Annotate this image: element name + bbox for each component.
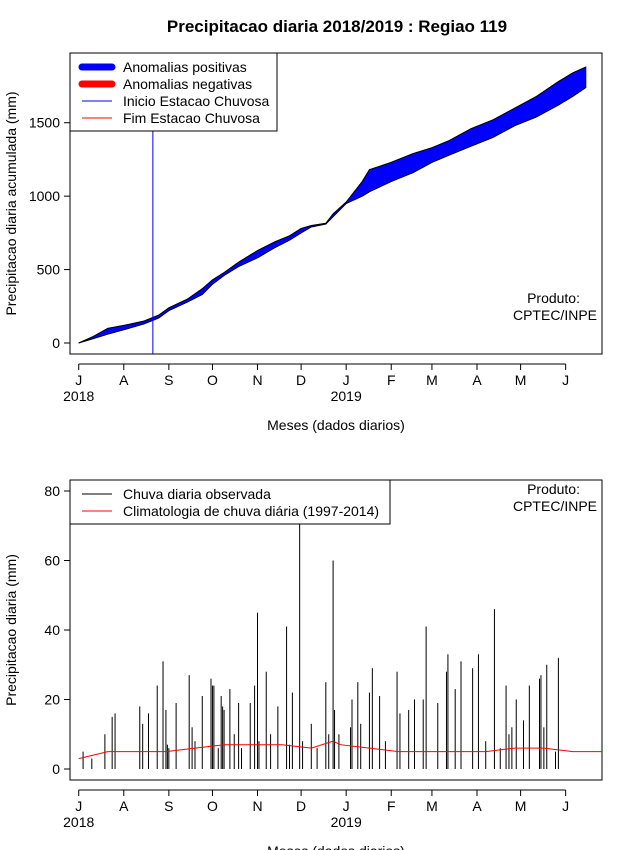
acc-x-tick-label: J xyxy=(75,372,82,388)
acc-legend-label: Fim Estacao Chuvosa xyxy=(123,110,260,126)
chart-title: Precipitacao diaria 2018/2019 : Regiao 1… xyxy=(167,17,507,36)
daily-plot-frame xyxy=(69,479,603,781)
acc-x-tick-label: J xyxy=(562,372,569,388)
daily-climatology-line xyxy=(78,740,602,760)
acc-credit-line: CPTEC/INPE xyxy=(513,307,597,323)
daily-x-tick-label: J xyxy=(75,798,82,814)
daily-y-axis-title: Precipitacao diaria (mm) xyxy=(3,554,19,706)
daily-y-tick-label: 20 xyxy=(44,692,60,708)
daily-x-tick-label: S xyxy=(164,798,173,814)
daily-x-tick-label: A xyxy=(119,798,129,814)
daily-observed-bars xyxy=(82,494,559,769)
acc-y-axis-title: Precipitacao diaria acumulada (mm) xyxy=(3,91,19,315)
acc-positive-anomaly-segment xyxy=(536,81,559,118)
daily-y-tick-label: 60 xyxy=(44,553,60,569)
daily-credit-line: Produto: xyxy=(527,481,580,497)
acc-positive-anomaly-segment xyxy=(369,161,392,193)
daily-x-tick-label: O xyxy=(207,798,218,814)
daily-year-label: 2019 xyxy=(331,814,362,830)
acc-observed-line xyxy=(78,66,587,344)
acc-x-axis-title: Meses (dados diarios) xyxy=(267,417,405,433)
daily-x-tick-label: D xyxy=(296,798,306,814)
acc-x-tick-label: O xyxy=(207,372,218,388)
acc-legend-label: Anomalias positivas xyxy=(123,59,247,75)
daily-legend-label: Chuva diaria observada xyxy=(123,486,271,502)
acc-y-tick-label: 1000 xyxy=(29,188,60,204)
acc-positive-anomaly-segment xyxy=(492,107,516,138)
acc-positive-anomaly-segment xyxy=(238,249,258,268)
daily-y-tick-label: 0 xyxy=(52,761,60,777)
acc-x-tick-label: M xyxy=(426,372,438,388)
acc-x-tick-label: D xyxy=(296,372,306,388)
daily-x-tick-label: A xyxy=(472,798,482,814)
daily-x-tick-label: M xyxy=(515,798,527,814)
daily-legend-label: Climatologia de chuva diária (1997-2014) xyxy=(123,503,379,519)
acc-credit-line: Produto: xyxy=(527,290,580,306)
acc-positive-anomaly-segment xyxy=(412,147,433,174)
acc-x-tick-label: A xyxy=(119,372,129,388)
daily-x-tick-label: J xyxy=(562,798,569,814)
acc-x-tick-label: N xyxy=(252,372,262,388)
acc-year-label: 2019 xyxy=(331,388,362,404)
acc-x-tick-label: F xyxy=(387,372,396,388)
acc-legend-label: Inicio Estacao Chuvosa xyxy=(123,93,270,109)
acc-x-tick-label: A xyxy=(472,372,482,388)
daily-y-tick-label: 40 xyxy=(44,622,60,638)
daily-credit-line: CPTEC/INPE xyxy=(513,498,597,514)
daily-x-tick-label: F xyxy=(387,798,396,814)
daily-x-tick-label: J xyxy=(343,798,350,814)
acc-legend-label: Anomalias negativas xyxy=(123,76,252,92)
acc-y-tick-label: 0 xyxy=(52,335,60,351)
daily-x-axis-title: Meses (dados diarios) xyxy=(267,843,405,850)
acc-x-tick-label: M xyxy=(515,372,527,388)
daily-x-tick-label: N xyxy=(252,798,262,814)
acc-y-tick-label: 1500 xyxy=(29,115,60,131)
daily-x-tick-label: M xyxy=(426,798,438,814)
acc-y-tick-label: 500 xyxy=(37,262,61,278)
acc-x-tick-label: J xyxy=(343,372,350,388)
daily-y-tick-label: 80 xyxy=(44,483,60,499)
acc-climatology-line xyxy=(78,87,587,344)
daily-legend-box xyxy=(69,479,391,525)
acc-plot-frame xyxy=(69,52,603,355)
acc-x-tick-label: S xyxy=(164,372,173,388)
acc-positive-anomaly-segment xyxy=(257,241,276,259)
daily-year-label: 2018 xyxy=(63,814,94,830)
acc-year-label: 2018 xyxy=(63,388,94,404)
